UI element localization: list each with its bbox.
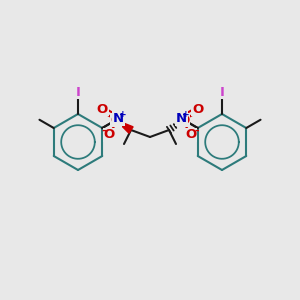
Text: O: O <box>185 128 197 141</box>
Text: O: O <box>97 103 108 116</box>
Text: N: N <box>113 112 124 125</box>
Text: I: I <box>220 85 224 98</box>
Text: O: O <box>103 128 115 141</box>
Text: O: O <box>178 114 190 127</box>
Text: +: + <box>119 110 127 118</box>
Text: I: I <box>76 85 80 98</box>
Text: O: O <box>110 114 122 127</box>
Text: N: N <box>176 112 187 125</box>
Text: -: - <box>194 126 199 136</box>
Polygon shape <box>116 120 133 133</box>
Text: O: O <box>192 103 203 116</box>
Text: -: - <box>101 126 106 136</box>
Text: +: + <box>182 110 190 118</box>
